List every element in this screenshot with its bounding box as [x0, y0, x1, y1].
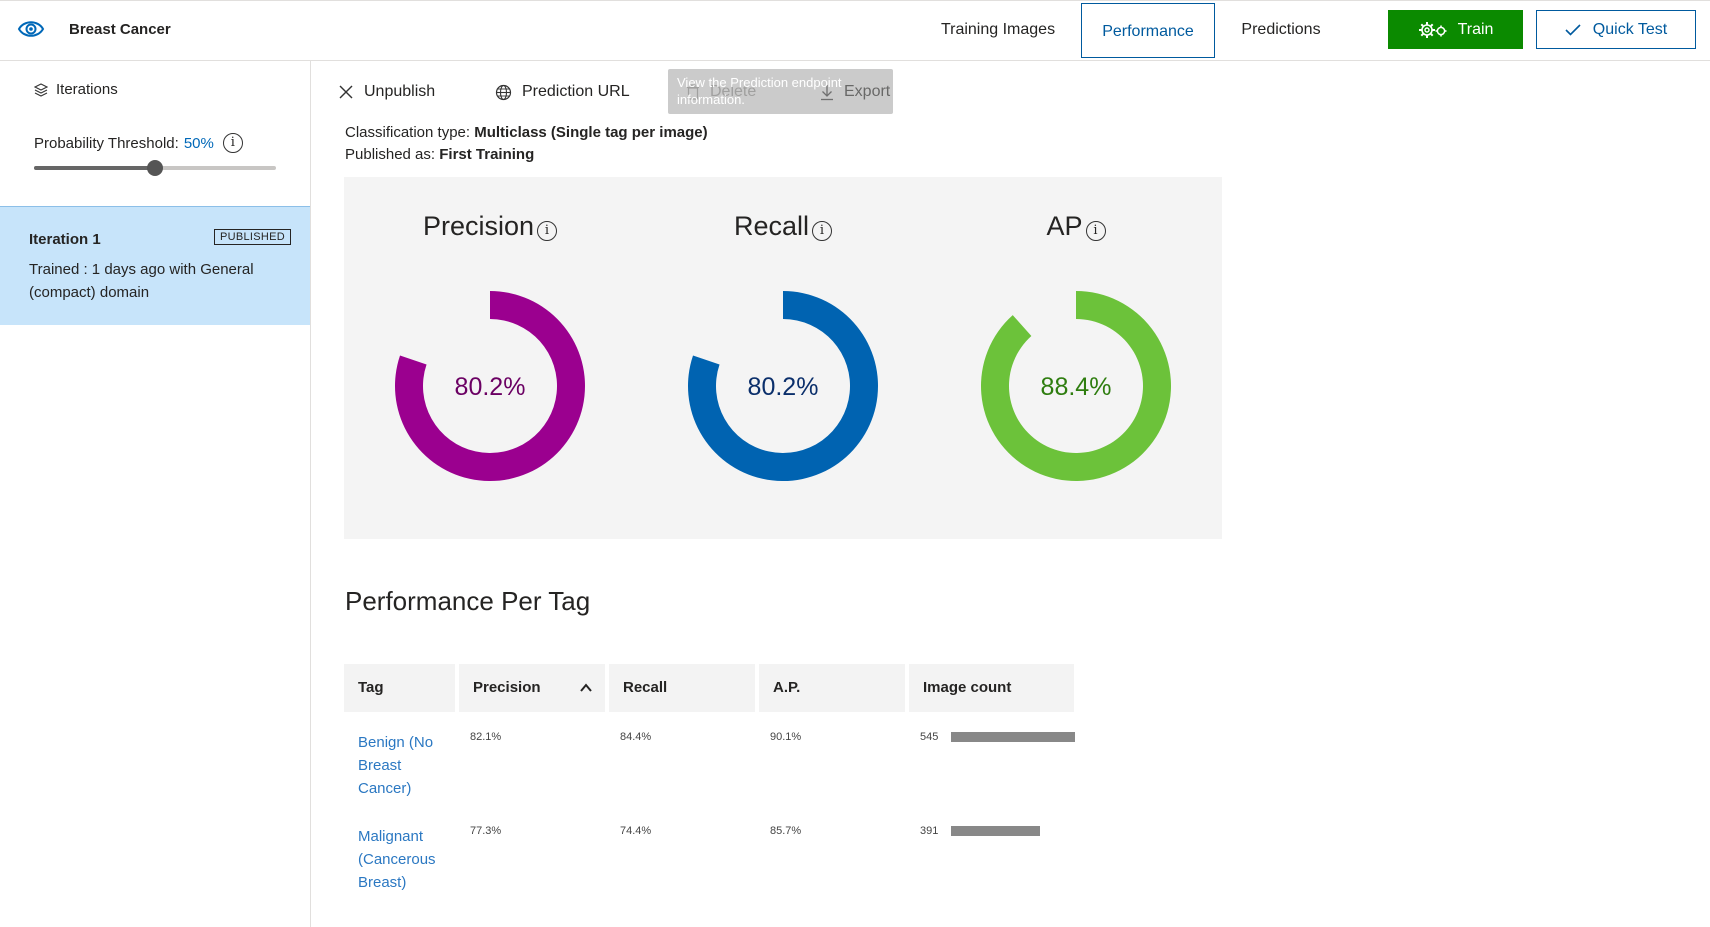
performance-per-tag-title: Performance Per Tag: [345, 586, 590, 617]
checkmark-icon: [1565, 24, 1581, 36]
recall-metric: Recall i 80.2%: [637, 177, 929, 539]
classification-label: Classification type:: [345, 124, 470, 141]
classification-value: Multiclass (Single tag per image): [474, 124, 707, 141]
info-icon[interactable]: i: [223, 133, 243, 153]
quick-test-label: Quick Test: [1593, 21, 1667, 39]
precision-title-label: Precision: [423, 211, 534, 242]
table-row: Benign (No Breast Cancer) 82.1% 84.4% 90…: [344, 725, 1074, 819]
info-icon[interactable]: i: [537, 221, 557, 241]
ap-donut: 88.4%: [971, 281, 1181, 491]
metrics-panel: Precision i 80.2% Recall i 80.2% AP i 88…: [344, 177, 1222, 539]
image-count-bar: [951, 826, 1040, 836]
gears-icon: [1418, 21, 1448, 39]
published-badge: PUBLISHED: [214, 229, 291, 245]
project-name: Breast Cancer: [69, 21, 171, 38]
train-label: Train: [1458, 21, 1494, 39]
ap-metric: AP i 88.4%: [930, 177, 1222, 539]
tag-precision: 77.3%: [470, 825, 501, 837]
precision-title: Precision i: [344, 211, 636, 242]
sort-ascending-icon: [579, 664, 593, 712]
column-header-precision[interactable]: Precision: [459, 664, 605, 712]
prediction-url-label: Prediction URL: [522, 83, 630, 101]
ap-donut-value: 88.4%: [1041, 373, 1112, 401]
eye-icon[interactable]: [17, 17, 45, 41]
globe-icon: [495, 84, 512, 101]
iterations-heading: Iterations: [34, 81, 118, 98]
tag-image-count: 545: [920, 731, 938, 743]
slider-thumb[interactable]: [147, 160, 163, 176]
tab-predictions[interactable]: Predictions: [1226, 1, 1336, 61]
ap-title: AP i: [930, 211, 1222, 242]
tag-precision: 82.1%: [470, 731, 501, 743]
close-icon: [338, 84, 354, 100]
recall-donut: 80.2%: [678, 281, 888, 491]
column-header-image-count[interactable]: Image count: [909, 664, 1074, 712]
iterations-sidebar: Iterations Probability Threshold: 50% i …: [0, 61, 311, 927]
tag-link[interactable]: Benign (No Breast Cancer): [358, 731, 458, 800]
column-header-tag[interactable]: Tag: [344, 664, 455, 712]
published-value: First Training: [439, 146, 534, 163]
slider-fill: [34, 166, 155, 170]
precision-metric: Precision i 80.2%: [344, 177, 636, 539]
tag-link[interactable]: Malignant (Cancerous Breast): [358, 825, 458, 894]
quick-test-button[interactable]: Quick Test: [1536, 10, 1696, 49]
probability-threshold: Probability Threshold: 50% i: [34, 133, 243, 153]
tag-ap: 85.7%: [770, 825, 801, 837]
tab-performance[interactable]: Performance: [1081, 3, 1215, 58]
unpublish-label: Unpublish: [364, 83, 435, 101]
iteration-card[interactable]: Iteration 1 PUBLISHED Trained : 1 days a…: [0, 206, 310, 325]
prediction-url-tooltip: View the Prediction endpoint information…: [668, 69, 893, 114]
published-label: Published as:: [345, 146, 435, 163]
threshold-label: Probability Threshold:: [34, 135, 179, 152]
classification-type: Classification type: Multiclass (Single …: [345, 124, 708, 141]
tag-ap: 90.1%: [770, 731, 801, 743]
tag-recall: 84.4%: [620, 731, 651, 743]
published-as: Published as: First Training: [345, 146, 534, 163]
train-button[interactable]: Train: [1388, 10, 1523, 49]
precision-donut-value: 80.2%: [455, 373, 526, 401]
ap-title-label: AP: [1046, 211, 1082, 242]
info-icon[interactable]: i: [1086, 221, 1106, 241]
top-header: Breast Cancer Training Images Performanc…: [0, 0, 1710, 61]
tag-recall: 74.4%: [620, 825, 651, 837]
iteration-title: Iteration 1: [29, 231, 101, 248]
unpublish-button[interactable]: Unpublish: [338, 80, 435, 104]
column-header-ap[interactable]: A.P.: [759, 664, 905, 712]
image-count-bar: [951, 732, 1075, 742]
iteration-description: Trained : 1 days ago with General (compa…: [29, 258, 289, 304]
tag-image-count: 391: [920, 825, 938, 837]
prediction-url-button[interactable]: Prediction URL: [495, 80, 630, 104]
table-row: Malignant (Cancerous Breast) 77.3% 74.4%…: [344, 819, 1074, 913]
column-header-recall[interactable]: Recall: [609, 664, 755, 712]
info-icon[interactable]: i: [812, 221, 832, 241]
recall-donut-value: 80.2%: [748, 373, 819, 401]
column-header-precision-label: Precision: [473, 679, 541, 696]
threshold-value: 50%: [184, 135, 214, 152]
layers-icon: [34, 83, 48, 97]
iterations-label: Iterations: [56, 81, 118, 98]
precision-donut: 80.2%: [385, 281, 595, 491]
threshold-slider[interactable]: [34, 160, 276, 176]
tab-training-images[interactable]: Training Images: [930, 1, 1066, 61]
recall-title-label: Recall: [734, 211, 809, 242]
recall-title: Recall i: [637, 211, 929, 242]
table-header: Tag Precision Recall A.P. Image count: [344, 664, 1074, 712]
